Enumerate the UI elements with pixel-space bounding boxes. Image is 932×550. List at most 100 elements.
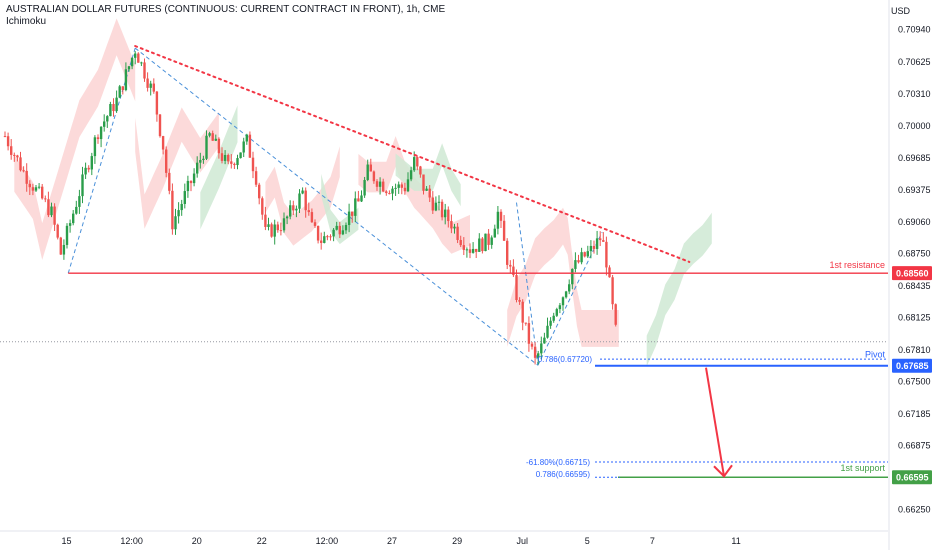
time-tick-label: 27 xyxy=(387,536,397,546)
candle-body xyxy=(307,210,310,213)
fib-leg-line xyxy=(134,47,539,366)
fib-label: 0.786(0.66595) xyxy=(536,470,591,479)
candle-body xyxy=(440,201,444,218)
candle-body xyxy=(478,238,481,252)
candle-body xyxy=(332,229,335,237)
candle-body xyxy=(357,198,360,202)
candle-body xyxy=(363,179,366,196)
candle-body xyxy=(323,236,326,243)
symbol-title: AUSTRALIAN DOLLAR FUTURES (CONTINUOUS: C… xyxy=(6,4,446,15)
candle-body xyxy=(223,154,227,161)
ichimoku-cloud-bullish xyxy=(646,212,712,367)
candle-body xyxy=(326,236,329,238)
candle-body xyxy=(577,260,580,263)
ichimoku-cloud-bearish xyxy=(265,146,340,246)
candle-body xyxy=(171,190,174,230)
candle-body xyxy=(397,184,400,188)
candle-body xyxy=(158,114,162,137)
candle-body xyxy=(282,218,286,231)
candle-body xyxy=(313,222,317,226)
time-tick-label: 12:00 xyxy=(120,536,143,546)
candle-body xyxy=(537,353,540,358)
candle-body xyxy=(13,154,16,156)
candle-body xyxy=(347,211,351,226)
fib-label: 0.786(0.67720) xyxy=(538,355,593,364)
candle-body xyxy=(453,226,456,229)
ichimoku-cloud-bullish xyxy=(395,143,461,207)
candle-body xyxy=(369,164,372,172)
candle-body xyxy=(239,152,242,159)
candle-body xyxy=(189,180,193,184)
candle-body xyxy=(50,206,53,216)
candle-body xyxy=(521,301,524,323)
candle-body xyxy=(208,133,211,136)
candle-body xyxy=(174,216,177,230)
candle-body xyxy=(177,210,180,217)
support-price-badge xyxy=(892,470,932,485)
candle-body xyxy=(230,161,233,164)
candle-body xyxy=(140,62,143,64)
candle-body xyxy=(490,237,493,245)
price-tick-label: 0.70625 xyxy=(898,57,931,67)
candle-body xyxy=(248,134,252,158)
fib-leg-line xyxy=(537,232,603,366)
candle-body xyxy=(354,198,357,216)
candle-body xyxy=(205,135,208,159)
candle-body xyxy=(611,277,614,305)
candle-body xyxy=(270,224,273,237)
candle-body xyxy=(419,166,422,175)
candle-body xyxy=(295,208,298,211)
candle-body xyxy=(196,162,199,174)
candle-body xyxy=(109,104,112,117)
candle-body xyxy=(25,170,28,184)
candle-body xyxy=(583,252,586,257)
candle-body xyxy=(75,206,78,214)
candle-body xyxy=(422,174,425,191)
candle-body xyxy=(22,170,25,172)
candle-body xyxy=(589,245,593,252)
time-tick-label: 29 xyxy=(452,536,462,546)
candle-body xyxy=(434,202,438,211)
candle-body xyxy=(574,260,577,269)
candle-body xyxy=(431,197,434,211)
candle-body xyxy=(65,225,69,245)
price-tick-label: 0.68435 xyxy=(898,281,931,291)
candle-body xyxy=(3,136,7,138)
price-tick-label: 0.68125 xyxy=(898,313,931,323)
candle-body xyxy=(564,291,568,298)
candle-body xyxy=(292,205,295,211)
candle-body xyxy=(87,167,90,170)
candle-body xyxy=(493,228,496,238)
candle-body xyxy=(413,157,416,171)
candle-body xyxy=(468,249,472,253)
candle-body xyxy=(41,186,44,199)
candle-body xyxy=(124,69,128,91)
candle-body xyxy=(301,190,304,194)
candle-body xyxy=(127,66,131,70)
candle-body xyxy=(471,248,475,253)
candle-body xyxy=(382,181,385,192)
projection-arrow-head xyxy=(713,464,733,478)
candle-body xyxy=(258,184,261,199)
price-tick-label: 0.67810 xyxy=(898,345,931,355)
candle-body xyxy=(580,252,583,263)
candle-body xyxy=(335,225,338,230)
candle-body xyxy=(161,136,165,150)
pivot-label: Pivot xyxy=(865,350,886,360)
currency-label: USD xyxy=(890,6,910,16)
candle-body xyxy=(450,221,453,229)
projection-arrow[interactable] xyxy=(705,367,725,477)
candle-body xyxy=(267,224,270,227)
indicator-name[interactable]: Ichimoku xyxy=(6,16,47,27)
candle-body xyxy=(394,187,397,189)
candle-body xyxy=(47,199,50,216)
price-tick-label: 0.70940 xyxy=(898,25,931,35)
candle-body xyxy=(614,304,617,325)
candle-body xyxy=(602,240,605,242)
price-tick-label: 0.68750 xyxy=(898,249,931,259)
candle-body xyxy=(59,237,62,255)
support-price-badge-text: 0.66595 xyxy=(896,473,929,483)
ichimoku-cloud-bearish xyxy=(135,107,219,229)
candle-body xyxy=(372,171,376,182)
